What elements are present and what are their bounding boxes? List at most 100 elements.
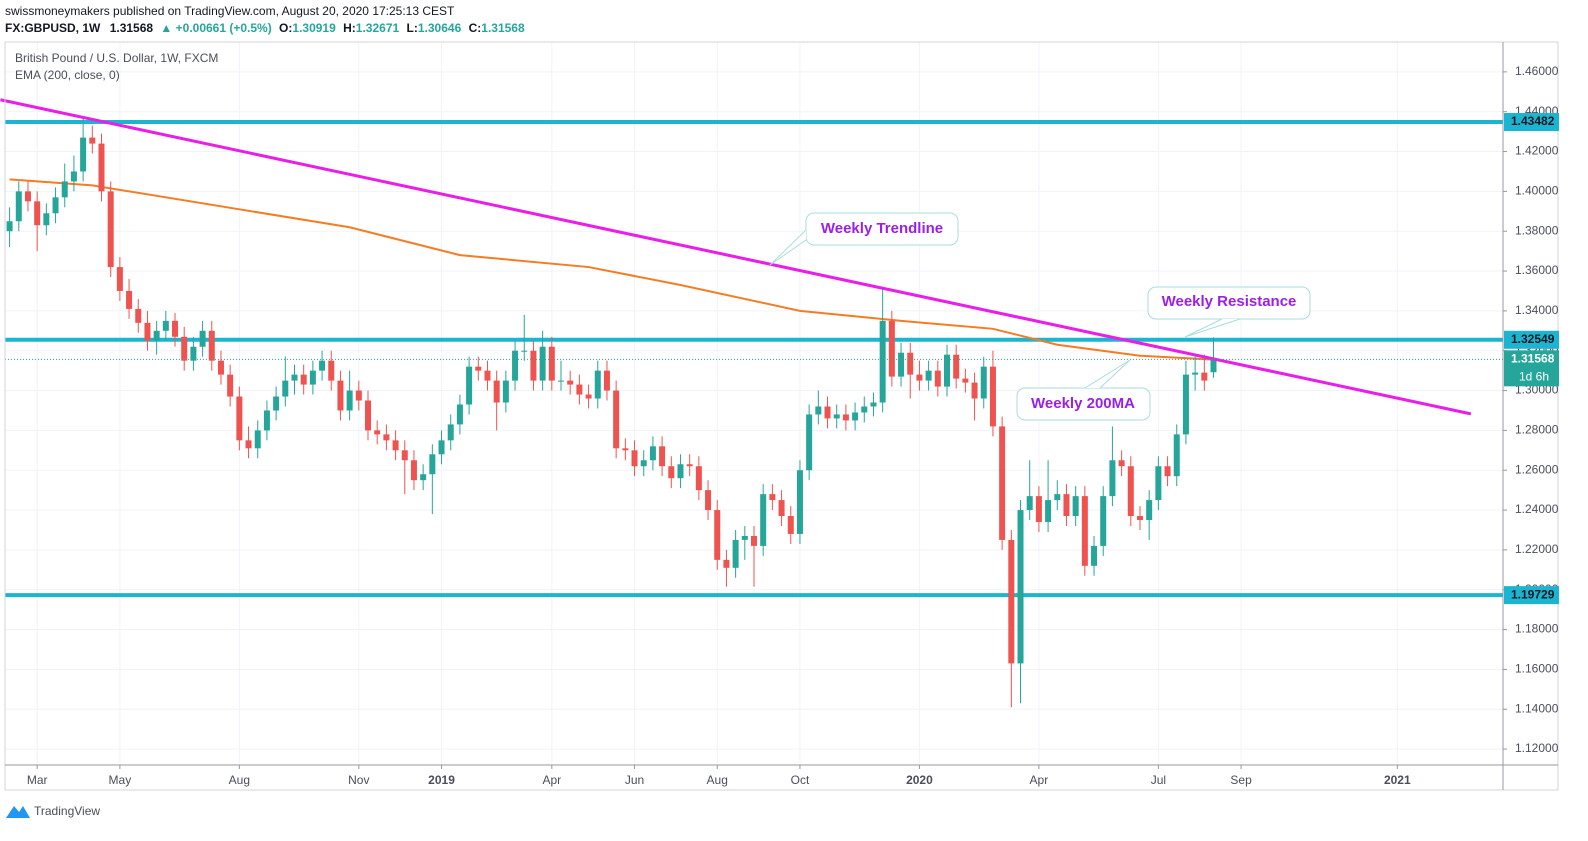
candle-body	[1192, 372, 1199, 375]
candle-body	[842, 414, 849, 421]
ohlc-label: H:	[343, 21, 356, 35]
ohlc-value: 1.30646	[418, 21, 462, 35]
x-tick-label: 2021	[1384, 773, 1411, 787]
candle-body	[52, 197, 59, 214]
candle-body	[989, 366, 996, 427]
candle-body	[852, 412, 859, 421]
x-tick-label: Sep	[1230, 773, 1252, 787]
x-tick-label: 2020	[906, 773, 933, 787]
candle-body	[126, 290, 133, 309]
candle-body	[208, 330, 215, 361]
candle-body	[603, 370, 610, 391]
candle-body	[796, 470, 803, 534]
countdown-label: 1d 6h	[1519, 369, 1549, 383]
candle-body	[328, 360, 335, 381]
ohlc-label: C:	[469, 21, 482, 35]
candle-body	[61, 181, 68, 198]
candle-body	[1045, 500, 1052, 523]
x-tick-label: Mar	[27, 773, 48, 787]
x-tick-label: Apr	[1030, 773, 1049, 787]
candle-body	[833, 414, 840, 419]
level-label-box	[1504, 586, 1559, 605]
candle-body	[934, 370, 941, 387]
callout-pointer	[1084, 359, 1131, 389]
candle-body	[594, 370, 601, 399]
candle-body	[172, 320, 179, 337]
candle-body	[98, 143, 105, 192]
candle-body	[1182, 374, 1189, 435]
candle-body	[521, 350, 528, 352]
candle-body	[1127, 466, 1134, 517]
x-tick-label: Jul	[1151, 773, 1166, 787]
y-tick-label: 1.16000	[1515, 662, 1559, 676]
candle-body	[135, 308, 142, 323]
candle-body	[15, 191, 22, 222]
x-tick-label: Aug	[707, 773, 728, 787]
candle-body	[567, 380, 574, 385]
candle-body	[512, 350, 519, 381]
callout-box	[1016, 387, 1151, 421]
annotation-text: Weekly Trendline	[821, 220, 943, 237]
candle-body	[806, 414, 813, 471]
candle-body	[971, 382, 978, 399]
y-tick-label: 1.40000	[1515, 184, 1559, 198]
candle-body	[24, 191, 31, 202]
logo	[6, 806, 30, 818]
candle-body	[548, 346, 555, 381]
candle-body	[337, 380, 344, 411]
x-tick-label: Aug	[229, 773, 250, 787]
candle-body	[907, 352, 914, 375]
candle-body	[502, 380, 509, 403]
x-tick-label: 2019	[428, 773, 455, 787]
candle-body	[1201, 372, 1208, 381]
annotation: Weekly 200MA	[1016, 359, 1151, 421]
ema-line	[9, 178, 1214, 361]
candle-body	[291, 374, 298, 381]
candle-body	[1091, 545, 1098, 566]
callout-box	[805, 212, 959, 246]
candle-body	[558, 380, 565, 382]
candle-body	[530, 350, 537, 381]
level-label-box	[1504, 330, 1559, 349]
candle-body	[456, 404, 463, 425]
annotation: Weekly Resistance	[1147, 286, 1311, 338]
candle-body	[300, 374, 307, 385]
symbol: FX:GBPUSD, 1W	[5, 21, 101, 35]
candle-body	[649, 446, 656, 461]
candle-body	[1072, 496, 1079, 517]
candle-body	[879, 320, 886, 403]
candle-body	[999, 426, 1006, 540]
candle-body	[751, 535, 757, 546]
candle-body	[723, 559, 730, 568]
y-tick-label: 1.26000	[1515, 462, 1559, 476]
candle-body	[1054, 494, 1061, 501]
candle-body	[714, 510, 721, 560]
y-tick-label: 1.34000	[1515, 303, 1559, 317]
candle-body	[1136, 516, 1143, 521]
change: ▲ +0.00661 (+0.5%)	[160, 21, 271, 35]
candle-body	[355, 390, 362, 401]
y-tick-label: 1.38000	[1515, 223, 1559, 237]
candle-body	[6, 221, 13, 232]
candle-body	[309, 370, 316, 385]
candle-body	[383, 434, 390, 441]
candle-body	[43, 213, 50, 226]
candle-body	[1155, 466, 1162, 501]
candle-body	[263, 410, 270, 431]
trendline	[0, 98, 1472, 416]
candle-body	[732, 539, 739, 568]
candle-body	[401, 450, 408, 461]
candle-body	[410, 460, 417, 481]
level-label: 1.32549	[1511, 332, 1555, 346]
candle-body	[1081, 496, 1088, 566]
candle-body	[447, 424, 454, 441]
ohlc-value: 1.31568	[481, 21, 525, 35]
candle-body	[466, 366, 473, 405]
candle-body	[916, 374, 923, 381]
publisher: swissmoneymakers published on TradingVie…	[5, 4, 455, 18]
y-tick-label: 1.36000	[1515, 263, 1559, 277]
y-tick-label: 1.24000	[1515, 502, 1559, 516]
candle-body	[539, 346, 546, 381]
candle-body	[484, 370, 491, 381]
candle-body	[365, 400, 372, 431]
